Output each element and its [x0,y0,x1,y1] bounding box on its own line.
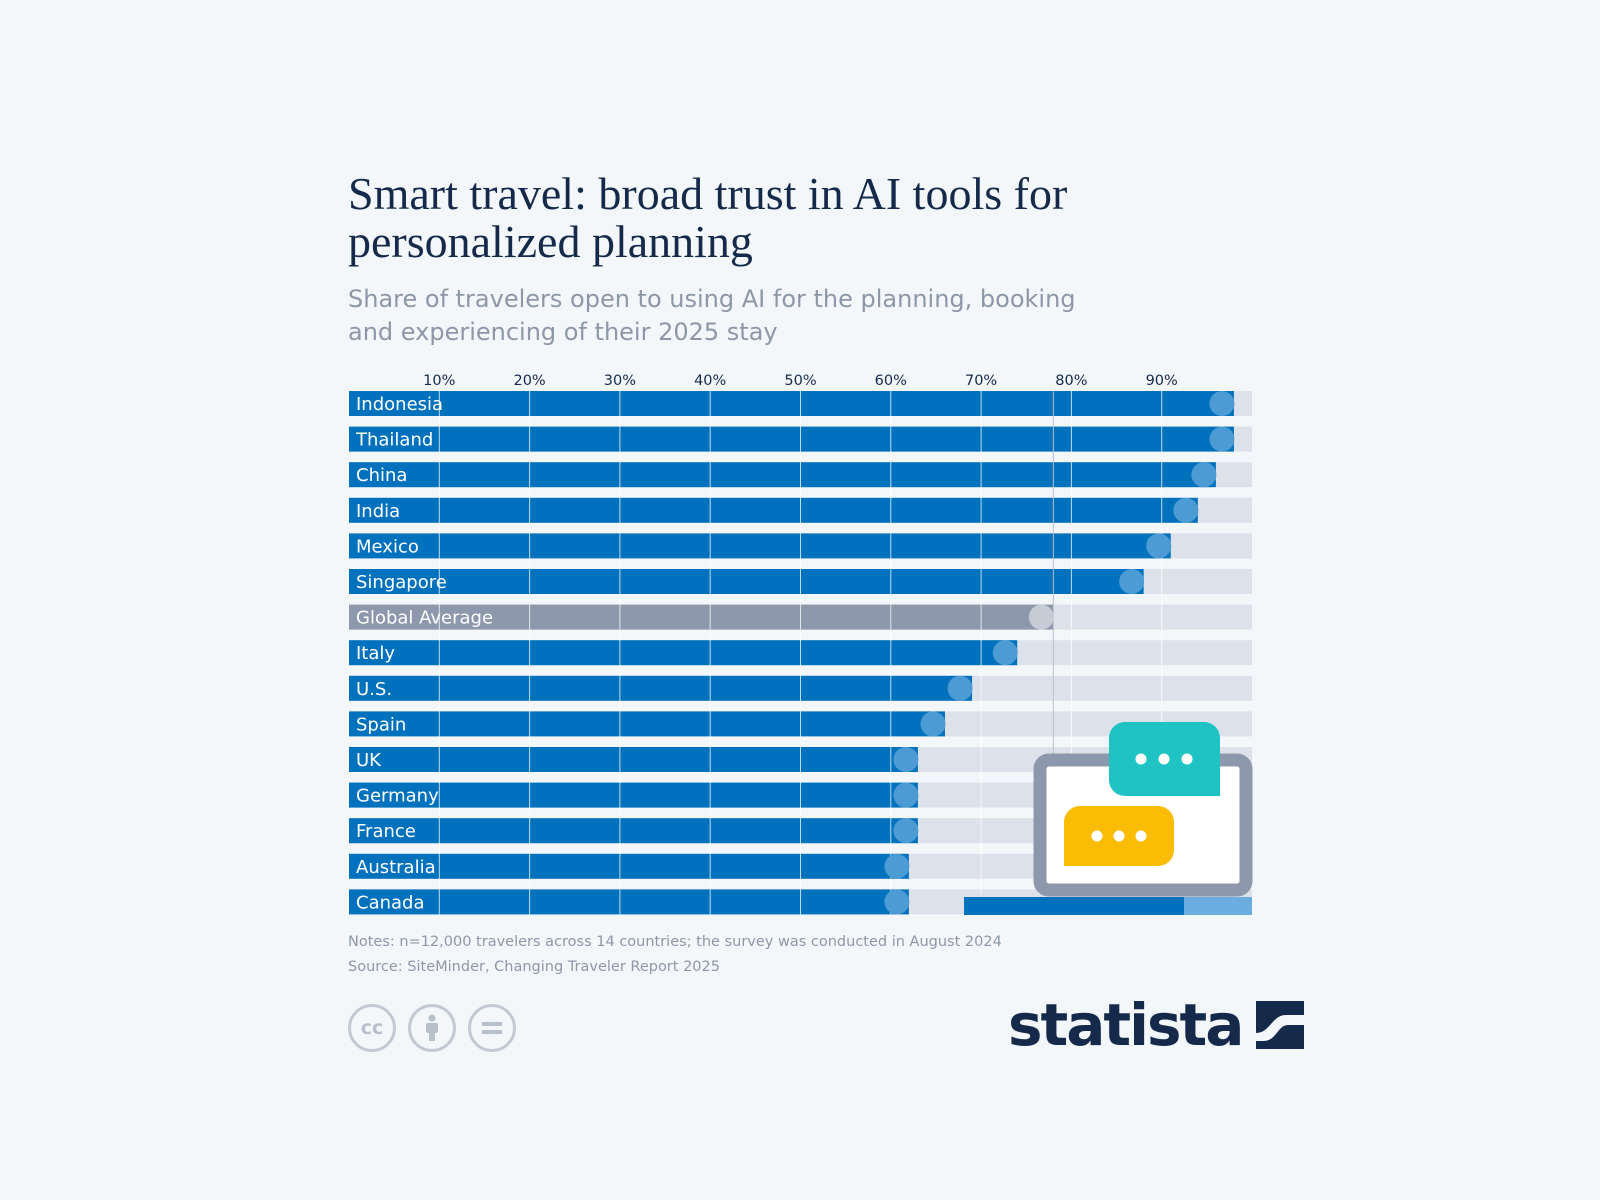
bar-end-marker [893,818,919,844]
laptop-chat-illustration [964,722,1253,915]
bar [349,747,918,772]
category-label: Italy [356,643,395,664]
no-derivatives-icon[interactable] [468,1004,516,1052]
category-label: Australia [356,857,436,878]
bar [349,711,945,737]
bar-end-marker [884,889,910,915]
bar-end-marker [1209,391,1235,416]
bar [349,569,1144,594]
category-label: UK [356,750,382,771]
bar-end-marker [947,675,973,701]
tick-label: 80% [1055,373,1087,389]
category-label: Global Average [356,608,493,629]
bar [349,640,1018,666]
bar [349,889,909,915]
bar [349,391,1234,416]
bar-end-marker [1173,497,1199,523]
chart-title: Smart travel: broad trust in AI tools fo… [348,168,1068,267]
category-label: India [356,501,400,522]
tick-label: 10% [423,373,455,389]
bar [349,782,918,808]
tick-label: 90% [1146,373,1178,389]
attribution-icon[interactable] [408,1004,456,1052]
bar-end-marker [893,782,919,808]
statista-mark-icon [1256,1001,1305,1049]
license-icons: cc [348,1004,516,1052]
category-label: China [356,465,407,486]
bar-end-marker [1191,462,1217,488]
category-label: France [356,821,416,842]
cc-icon[interactable]: cc [348,1004,396,1052]
bar [349,426,1234,452]
footnotes: Notes: n=12,000 travelers across 14 coun… [348,930,1002,980]
bar [349,675,973,701]
notes-text: Notes: n=12,000 travelers across 14 coun… [348,934,1002,950]
category-label: U.S. [356,679,392,700]
bar-end-marker [884,853,910,879]
bar-end-marker [920,711,946,737]
category-label: Thailand [355,430,433,451]
category-label: Spain [356,714,406,735]
category-label: Canada [356,892,425,913]
category-label: Germany [356,786,439,807]
tick-label: 30% [604,373,636,389]
bar [349,533,1171,559]
statista-logo[interactable]: statista [1008,991,1305,1059]
brand-name: statista [1008,991,1244,1059]
category-label: Indonesia [356,394,443,415]
bar-end-marker [1146,533,1172,559]
laptop-base [964,897,1252,915]
bar [349,853,909,879]
tick-label: 20% [513,373,545,389]
chart-subtitle: Share of travelers open to using AI for … [348,285,1076,346]
tick-label: 60% [875,373,907,389]
bar-end-marker [992,640,1018,666]
bar-end-marker [1209,426,1235,452]
bar-end-marker [1028,604,1054,630]
bar-end-marker [893,747,919,772]
bar [349,604,1054,630]
bar [349,462,1216,488]
bar [349,497,1198,523]
bar-end-marker [1119,569,1145,594]
bar [349,818,918,844]
tick-label: 50% [784,373,816,389]
category-label: Mexico [356,536,419,557]
category-label: Singapore [356,572,447,593]
tick-label: 70% [965,373,997,389]
tick-label: 40% [694,373,726,389]
laptop-base-highlight [1184,897,1252,915]
source-text: Source: SiteMinder, Changing Traveler Re… [348,959,720,975]
